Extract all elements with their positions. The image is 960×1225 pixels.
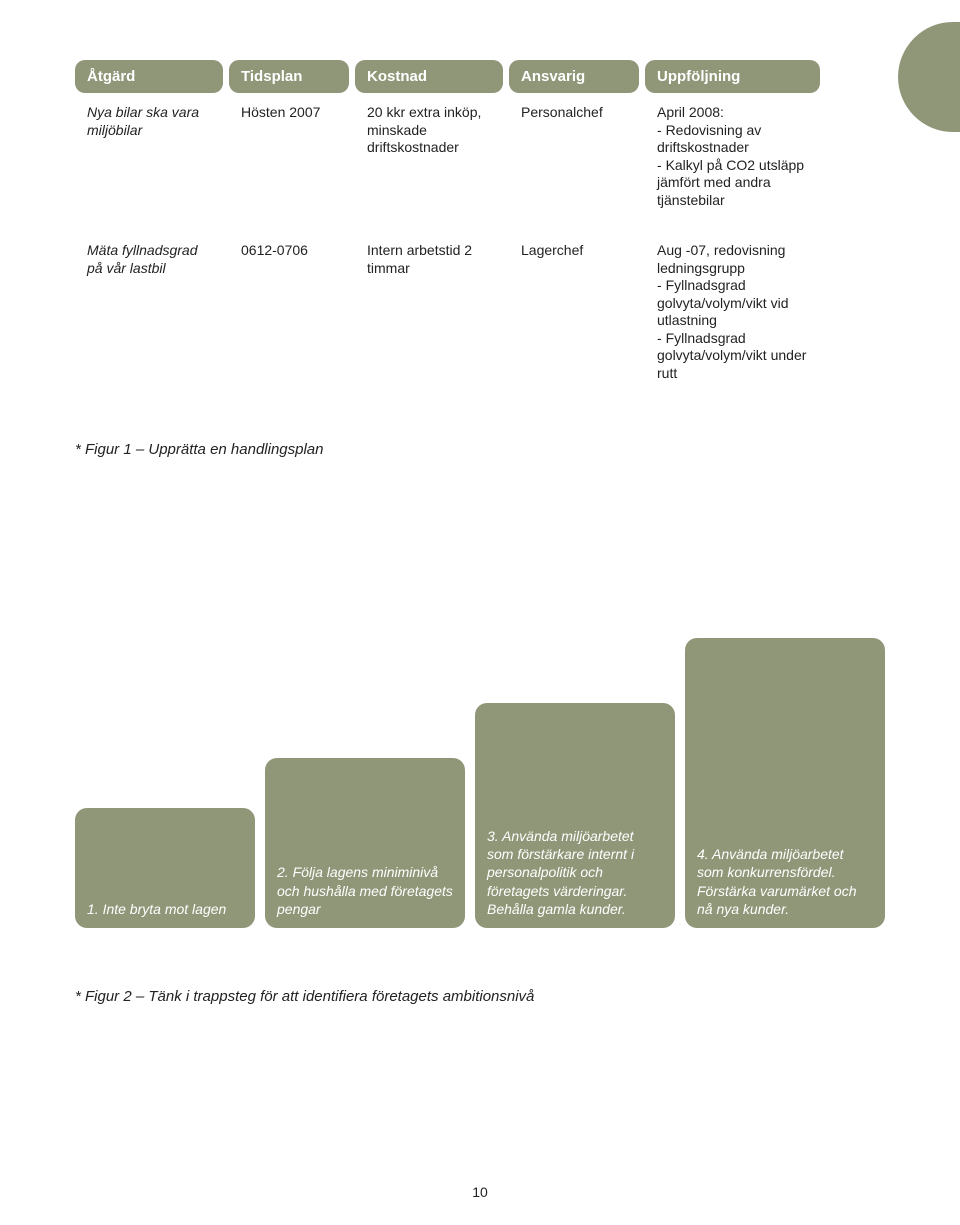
table-header: Ansvarig — [509, 60, 639, 93]
table-cell: 0612-0706 — [229, 236, 349, 411]
followup-list: Redovisning av driftskostnader Kalkyl på… — [657, 122, 810, 210]
list-item: Redovisning av driftskostnader — [657, 122, 810, 157]
figure-2-caption: * Figur 2 – Tänk i trappsteg för att ide… — [75, 988, 885, 1005]
list-item: Fyllnadsgrad golvyta/volym/vikt vid utla… — [657, 277, 810, 330]
table-cell: Personalchef — [509, 98, 639, 236]
staircase-figure: 1. Inte bryta mot lagen 2. Följa lagens … — [75, 598, 885, 928]
table-col-tidsplan: Tidsplan Hösten 2007 0612-0706 — [229, 60, 349, 411]
followup-lead: Aug -07, redovisning ledningsgrupp — [657, 242, 810, 277]
step-text: 4. Använda miljöarbetet som konkurrensfö… — [697, 845, 873, 918]
table-col-kostnad: Kostnad 20 kkr extra inköp, minskade dri… — [355, 60, 503, 411]
stair-step: 2. Följa lagens miniminivå och hushålla … — [265, 758, 465, 928]
table-cell: Aug -07, redovisning ledningsgrupp Fylln… — [645, 236, 820, 411]
figure-1-caption: * Figur 1 – Upprätta en handlingsplan — [75, 441, 885, 458]
stair-step: 1. Inte bryta mot lagen — [75, 808, 255, 928]
table-col-ansvarig: Ansvarig Personalchef Lagerchef — [509, 60, 639, 411]
table-col-uppfoljning: Uppföljning April 2008: Redovisning av d… — [645, 60, 820, 411]
table-cell: Nya bilar ska vara miljöbilar — [75, 98, 223, 236]
table-cell: Mäta fyllnadsgrad på vår lastbil — [75, 236, 223, 411]
stair-step: 3. Använda miljöarbetet som förstärkare … — [475, 703, 675, 928]
step-text: 2. Följa lagens miniminivå och hushålla … — [277, 863, 453, 918]
followup-list: Fyllnadsgrad golvyta/volym/vikt vid utla… — [657, 277, 810, 382]
table-cell: Intern arbetstid 2 timmar — [355, 236, 503, 411]
list-item: Fyllnadsgrad golvyta/volym/vikt under ru… — [657, 330, 810, 383]
page-number: 10 — [0, 1184, 960, 1200]
table-header: Uppföljning — [645, 60, 820, 93]
followup-lead: April 2008: — [657, 104, 810, 122]
step-text: 3. Använda miljöarbetet som förstärkare … — [487, 827, 663, 918]
table-col-atgard: Åtgärd Nya bilar ska vara miljöbilar Mät… — [75, 60, 223, 411]
stair-step: 4. Använda miljöarbetet som konkurrensfö… — [685, 638, 885, 928]
page-content: Åtgärd Nya bilar ska vara miljöbilar Mät… — [0, 0, 960, 1005]
table-cell: 20 kkr extra inköp, minskade driftskostn… — [355, 98, 503, 236]
table-header: Åtgärd — [75, 60, 223, 93]
table-header: Tidsplan — [229, 60, 349, 93]
list-item: Kalkyl på CO2 utsläpp jämfört med andra … — [657, 157, 810, 210]
table-cell: Lagerchef — [509, 236, 639, 411]
action-plan-table: Åtgärd Nya bilar ska vara miljöbilar Mät… — [75, 60, 885, 411]
table-cell: Hösten 2007 — [229, 98, 349, 236]
step-text: 1. Inte bryta mot lagen — [87, 900, 243, 918]
table-header: Kostnad — [355, 60, 503, 93]
table-cell: April 2008: Redovisning av driftskostnad… — [645, 98, 820, 236]
